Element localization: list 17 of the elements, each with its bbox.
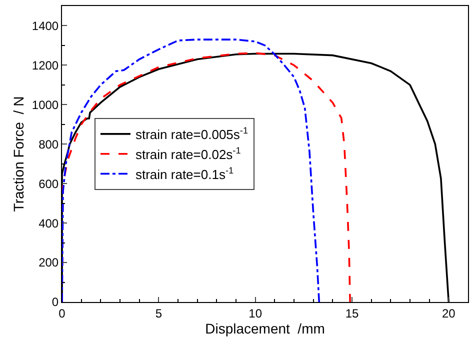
y-tick-label: 200	[38, 256, 59, 270]
y-tick-label: 1400	[32, 18, 59, 33]
legend-label: strain rate=0.1s$^{-1}$	[135, 165, 234, 182]
y-tick-label: 1000	[32, 98, 59, 112]
y-tick-label: 800	[38, 137, 59, 152]
x-tick-label: 15	[345, 306, 359, 320]
legend-label: strain rate=0.005s$^{-1}$	[135, 126, 248, 142]
y-tick-label: 400	[38, 216, 59, 230]
x-tick-label: 20	[442, 306, 456, 320]
y-tick-label: 0	[52, 295, 59, 310]
y-axis-title: Traction Force / N	[10, 96, 26, 212]
x-tick-label: 10	[248, 306, 262, 320]
y-tick-label: 600	[38, 176, 59, 191]
legend-label: strain rate=0.02s$^{-1}$	[135, 145, 241, 162]
x-axis-title: Displacement /mm	[205, 320, 325, 337]
x-tick-label: 5	[155, 306, 162, 320]
y-tick-label: 1200	[32, 58, 59, 72]
